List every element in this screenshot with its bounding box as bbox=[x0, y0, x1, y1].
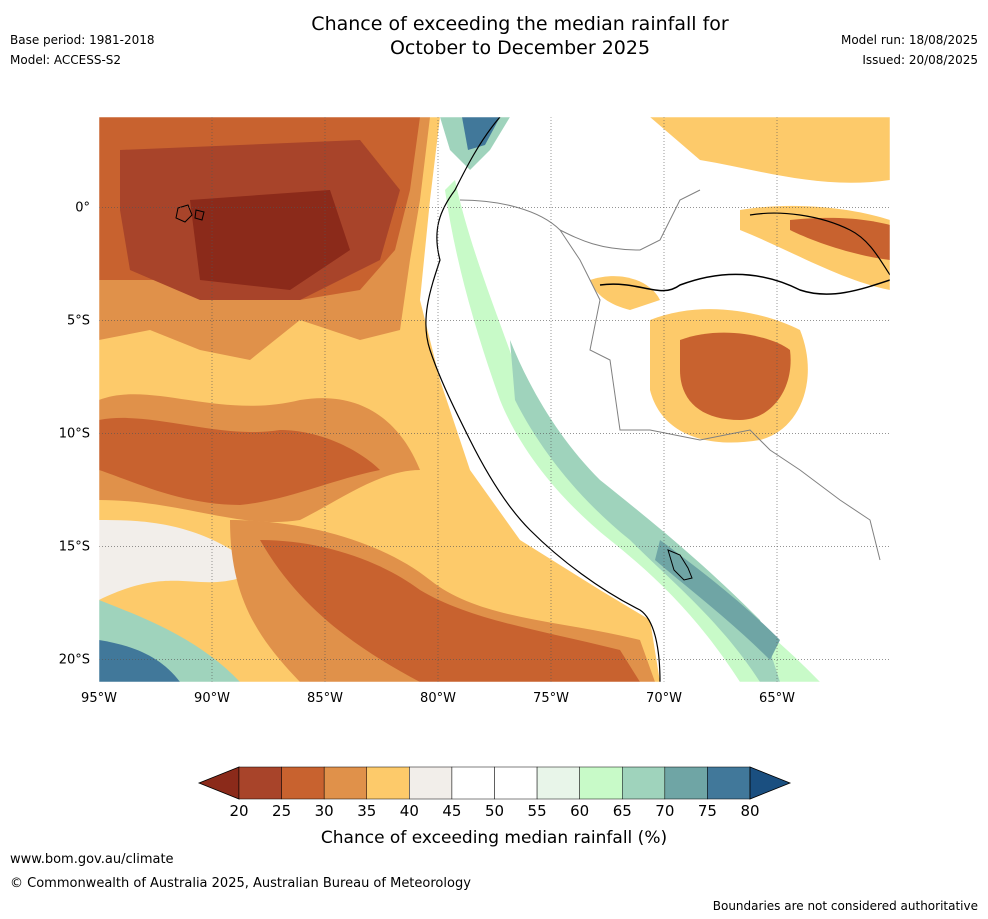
colorbar-swatch bbox=[323, 766, 367, 800]
meta-right: Model run: 18/08/2025 Issued: 20/08/2025 bbox=[841, 30, 978, 70]
latitude-labels: 0° 5°S 10°S 15°S 20°S bbox=[59, 200, 90, 667]
colorbar-tick-label: 65 bbox=[613, 802, 632, 820]
colorbar: 20 25 30 35 40 45 50 55 60 65 70 75 80 bbox=[197, 766, 792, 820]
colorbar-swatch bbox=[622, 766, 666, 800]
region-25-30-east bbox=[790, 217, 890, 260]
map-field bbox=[99, 117, 890, 682]
colorbar-swatch bbox=[579, 766, 623, 800]
colorbar-swatch bbox=[409, 766, 453, 800]
colorbar-tick-label: 35 bbox=[357, 802, 376, 820]
colorbar-swatch bbox=[664, 766, 708, 800]
footer-url: www.bom.gov.au/climate bbox=[10, 852, 174, 867]
lon-tick-label: 75°W bbox=[533, 691, 569, 706]
title-line-1: Chance of exceeding the median rainfall … bbox=[311, 13, 729, 35]
model-name: Model: ACCESS-S2 bbox=[10, 53, 122, 67]
region-below-20 bbox=[190, 190, 350, 290]
meta-left: Base period: 1981-2018 Model: ACCESS-S2 bbox=[10, 30, 155, 70]
colorbar-tick-label: 30 bbox=[315, 802, 334, 820]
galapagos-islands bbox=[175, 204, 205, 223]
region-75-80-north bbox=[462, 117, 500, 150]
colorbar-tick-label: 55 bbox=[528, 802, 547, 820]
colorbar-tick-label: 80 bbox=[740, 802, 759, 820]
lon-tick-label: 65°W bbox=[759, 691, 795, 706]
colorbar-tick-label: 50 bbox=[485, 802, 504, 820]
colorbar-swatch bbox=[707, 766, 751, 800]
footer-copyright: © Commonwealth of Australia 2025, Austra… bbox=[10, 876, 471, 891]
lon-tick-label: 90°W bbox=[194, 691, 230, 706]
lat-tick-label: 20°S bbox=[59, 652, 90, 667]
issued-date: Issued: 20/08/2025 bbox=[862, 53, 978, 67]
colorbar-swatch bbox=[536, 766, 580, 800]
region-35-40-ne bbox=[650, 117, 890, 183]
colorbar-tick-label: 40 bbox=[400, 802, 419, 820]
coastline bbox=[425, 117, 661, 682]
lake-titicaca bbox=[667, 549, 693, 581]
lon-tick-label: 95°W bbox=[81, 691, 117, 706]
colorbar-swatch bbox=[238, 766, 282, 800]
colorbar-swatch bbox=[281, 766, 325, 800]
footer-disclaimer: Boundaries are not considered authoritat… bbox=[712, 899, 978, 913]
negro-river bbox=[749, 212, 890, 276]
longitude-labels: 95°W 90°W 85°W 80°W 75°W 70°W 65°W bbox=[81, 691, 795, 706]
lat-tick-label: 15°S bbox=[59, 539, 90, 554]
colorbar-tick-label: 25 bbox=[272, 802, 291, 820]
colorbar-low-extend bbox=[197, 766, 240, 800]
region-75-80-sw bbox=[99, 640, 180, 682]
lon-tick-label: 70°W bbox=[646, 691, 682, 706]
lat-tick-label: 10°S bbox=[59, 426, 90, 441]
region-25-30-inland bbox=[680, 332, 791, 420]
region-70-75-andes bbox=[655, 540, 780, 660]
country-borders bbox=[459, 189, 881, 561]
colorbar-swatch bbox=[494, 766, 538, 800]
lon-tick-label: 80°W bbox=[420, 691, 456, 706]
amazon-river bbox=[599, 273, 890, 295]
map-frame bbox=[98, 116, 891, 683]
colorbar-swatch bbox=[451, 766, 495, 800]
graticule bbox=[99, 117, 890, 682]
model-run: Model run: 18/08/2025 bbox=[840, 33, 978, 47]
base-period: Base period: 1981-2018 bbox=[10, 33, 155, 47]
lon-tick-label: 85°W bbox=[307, 691, 343, 706]
colorbar-tick-label: 45 bbox=[442, 802, 461, 820]
region-60-65-andes bbox=[445, 180, 820, 682]
lat-tick-label: 0° bbox=[75, 200, 90, 215]
colorbar-tick-label: 70 bbox=[655, 802, 674, 820]
region-25-30-mid bbox=[99, 417, 380, 505]
map-lines bbox=[175, 117, 890, 682]
colorbar-tick-label: 75 bbox=[698, 802, 717, 820]
region-25-30-south bbox=[260, 540, 640, 682]
colorbar-high-extend bbox=[749, 766, 792, 800]
lat-tick-label: 5°S bbox=[67, 313, 90, 328]
colorbar-tick-label: 60 bbox=[570, 802, 589, 820]
title-line-2: October to December 2025 bbox=[389, 37, 651, 59]
colorbar-swatch bbox=[366, 766, 410, 800]
colorbar-label: Chance of exceeding median rainfall (%) bbox=[321, 828, 667, 848]
colorbar-tick-label: 20 bbox=[229, 802, 248, 820]
map-title: Chance of exceeding the median rainfall … bbox=[250, 12, 790, 60]
